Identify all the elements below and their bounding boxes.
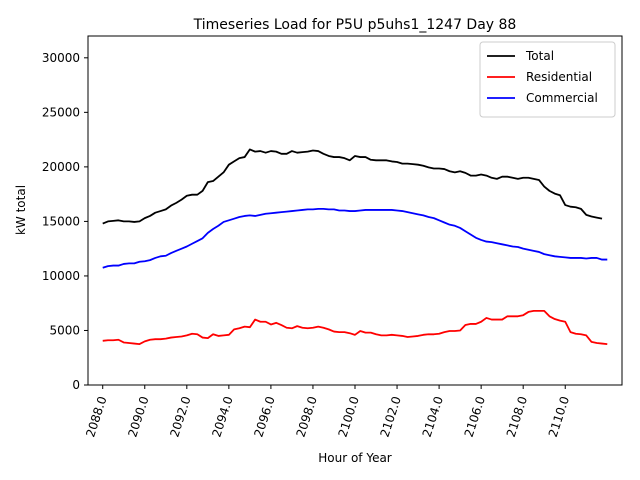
y-axis-label: kW total: [14, 185, 28, 235]
y-tick-label: 5000: [49, 323, 80, 337]
series-layer: [102, 148, 608, 346]
legend-label-commercial: Commercial: [526, 91, 598, 105]
chart-title: Timeseries Load for P5U p5uhs1_1247 Day …: [193, 17, 517, 33]
series-line-commercial: [102, 207, 608, 269]
series-line-total: [102, 148, 603, 225]
legend-label-total: Total: [525, 49, 554, 63]
series-line-residential: [102, 309, 608, 346]
legend-label-residential: Residential: [526, 70, 592, 84]
legend: Total Residential Commercial: [479, 41, 616, 118]
y-tick-label: 10000: [42, 269, 80, 283]
y-axis-ticks: 0 5000 10000 15000 20000 25000 30000: [42, 51, 88, 392]
y-tick-label: 25000: [42, 105, 80, 119]
y-tick-label: 0: [72, 378, 80, 392]
x-axis-label: Hour of Year: [318, 451, 392, 465]
y-tick-label: 15000: [42, 214, 80, 228]
y-tick-label: 30000: [42, 51, 80, 65]
y-tick-label: 20000: [42, 160, 80, 174]
